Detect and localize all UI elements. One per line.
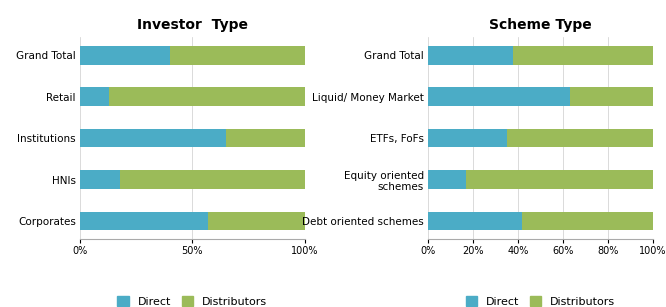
Bar (121, 170, 304, 189)
Bar (80, 46, 170, 65)
Bar (466, 170, 653, 189)
Bar (226, 129, 304, 147)
Legend: Direct, Distributors: Direct, Distributors (466, 296, 615, 307)
Bar (109, 87, 304, 106)
Bar (428, 129, 507, 147)
Bar (80, 129, 226, 147)
Bar (507, 129, 653, 147)
Bar (428, 46, 513, 65)
Bar (80, 87, 109, 106)
Title: Investor  Type: Investor Type (137, 17, 248, 32)
Bar (428, 170, 466, 189)
Bar (522, 212, 653, 230)
Bar (569, 87, 653, 106)
Bar (428, 212, 522, 230)
Bar (513, 46, 653, 65)
Bar (80, 170, 121, 189)
Bar (428, 87, 569, 106)
Bar (170, 46, 304, 65)
Bar (80, 212, 208, 230)
Title: Scheme Type: Scheme Type (489, 17, 592, 32)
Legend: Direct, Distributors: Direct, Distributors (117, 296, 267, 307)
Bar (208, 212, 304, 230)
